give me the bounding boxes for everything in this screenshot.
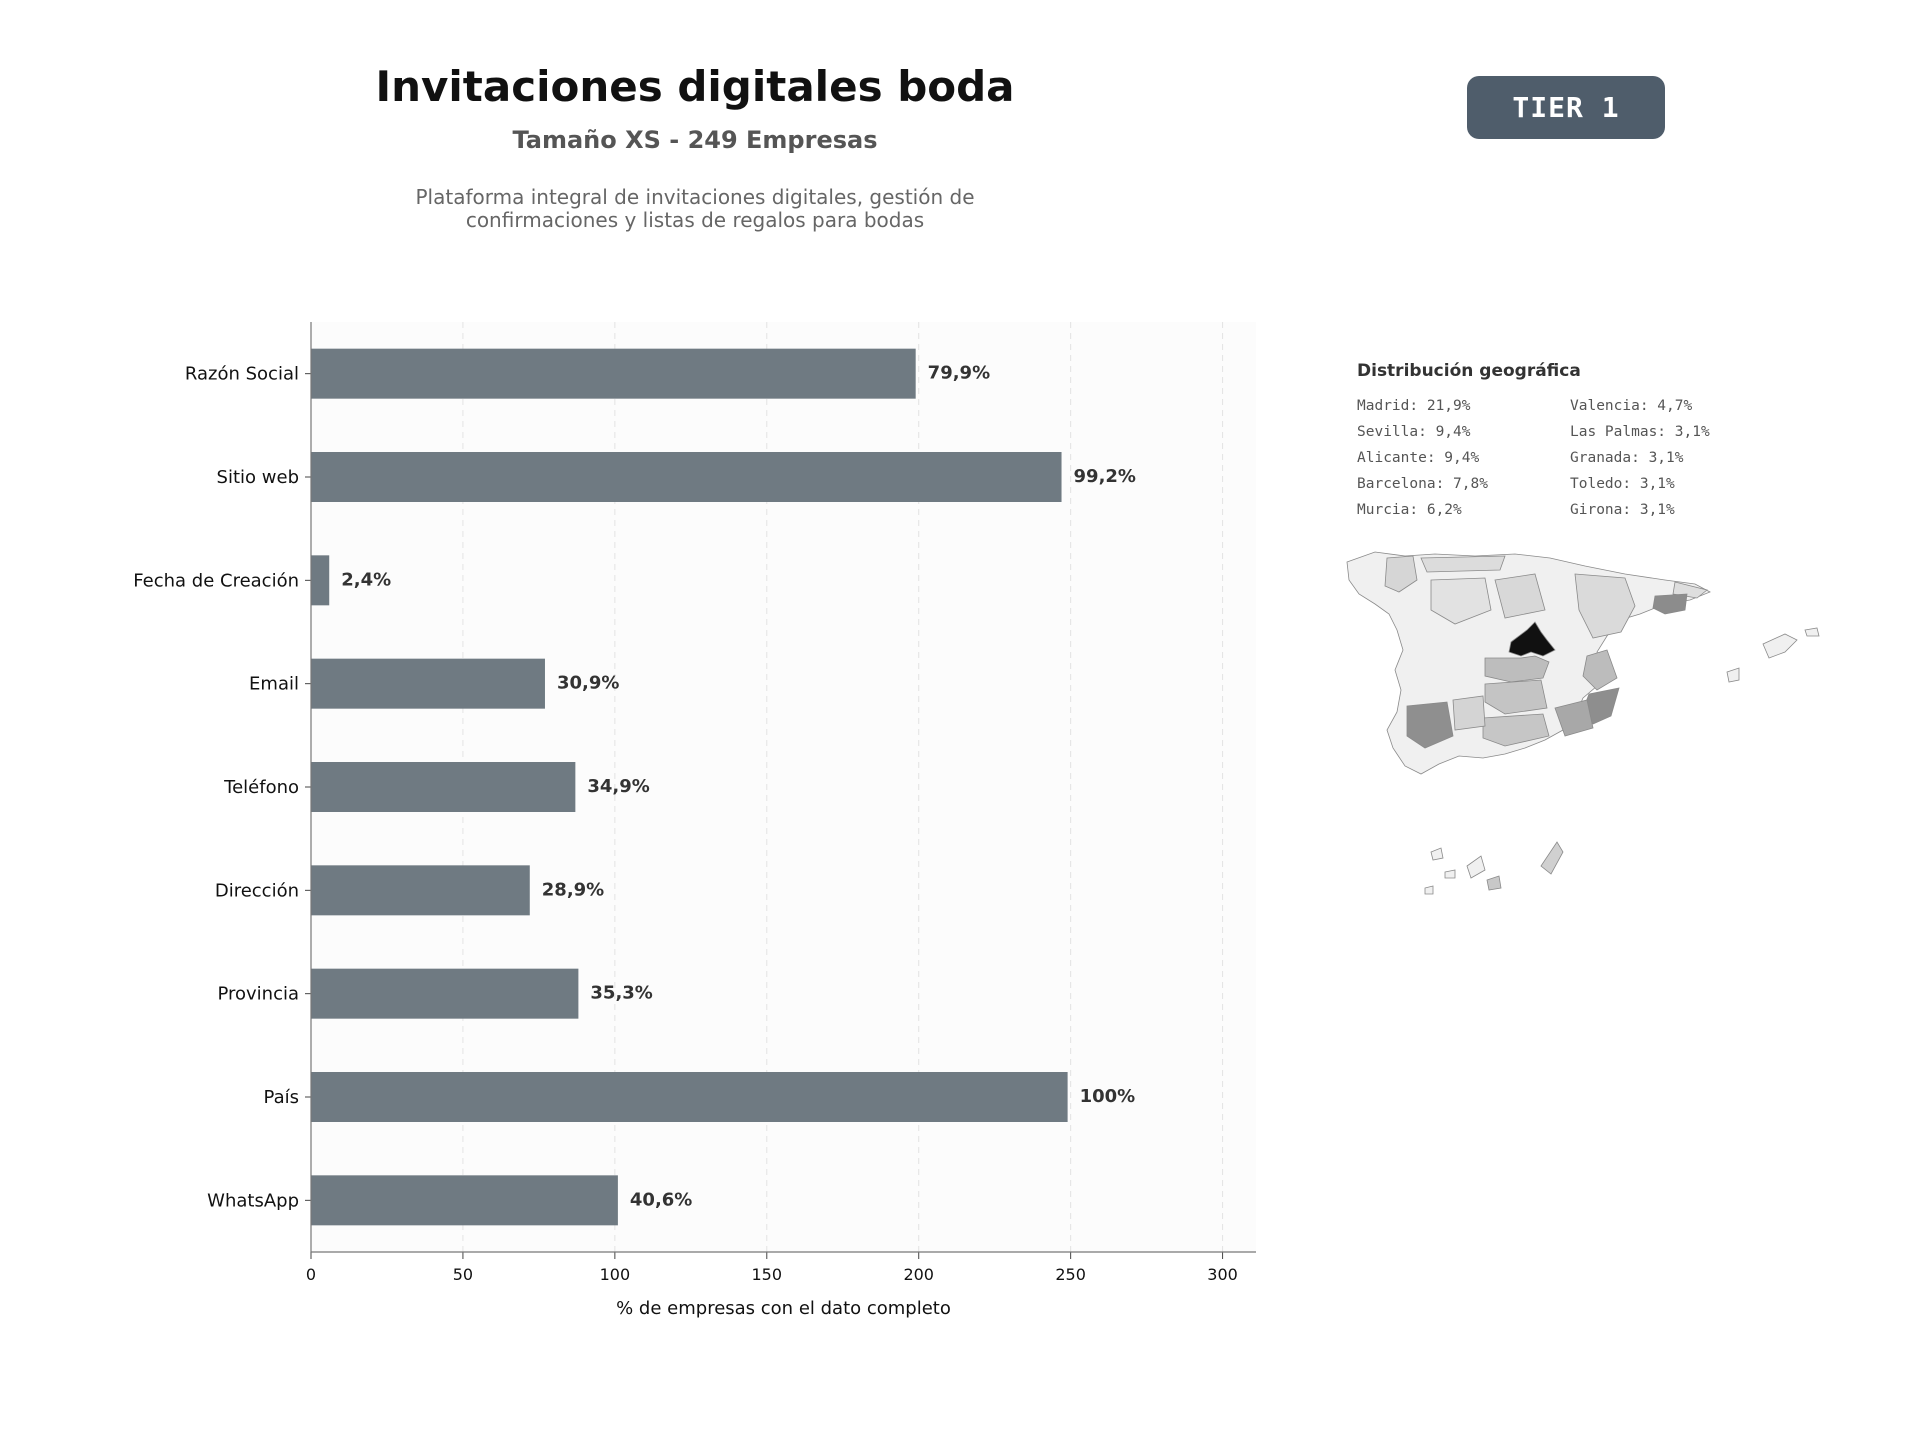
category-label: Dirección bbox=[215, 880, 299, 901]
map-balearic-mallorca bbox=[1762, 633, 1798, 659]
category-label: Provincia bbox=[217, 984, 299, 1005]
bar bbox=[311, 1175, 618, 1226]
map-region-toledo bbox=[1484, 655, 1550, 683]
category-label: Fecha de Creación bbox=[133, 570, 299, 591]
bar bbox=[311, 762, 576, 812]
page-title: Invitaciones digitales boda bbox=[375, 62, 1015, 111]
geo-list: Madrid: 21,9% Valencia: 4,7% Sevilla: 9,… bbox=[1357, 397, 1757, 519]
data-label: 100% bbox=[1080, 1086, 1136, 1107]
bar bbox=[311, 348, 916, 399]
bar bbox=[311, 865, 530, 916]
map-region-cyl-2 bbox=[1494, 573, 1546, 619]
map-balearic-ibiza bbox=[1726, 667, 1740, 683]
bar bbox=[311, 555, 330, 606]
map-canary-4 bbox=[1540, 841, 1564, 875]
geo-title: Distribución geográfica bbox=[1357, 361, 1581, 381]
map-region-sevilla bbox=[1406, 701, 1454, 749]
geo-item: Murcia: 6,2% bbox=[1357, 502, 1462, 518]
map-region-barcelona bbox=[1652, 593, 1688, 615]
spain-map bbox=[1346, 551, 1820, 895]
map-region-granada bbox=[1482, 713, 1550, 747]
geo-item: Valencia: 4,7% bbox=[1570, 398, 1693, 414]
category-label: Sitio web bbox=[217, 467, 299, 488]
x-tick-label: 100 bbox=[600, 1265, 631, 1284]
map-region-ciudad-real bbox=[1484, 679, 1548, 715]
geo-item: Las Palmas: 3,1% bbox=[1570, 424, 1710, 440]
category-label: País bbox=[264, 1087, 299, 1108]
map-region-north bbox=[1420, 555, 1506, 573]
data-label: 40,6% bbox=[630, 1189, 692, 1210]
x-tick-label: 200 bbox=[903, 1265, 934, 1284]
data-label: 99,2% bbox=[1074, 466, 1136, 487]
geo-item: Madrid: 21,9% bbox=[1357, 398, 1471, 414]
category-label: WhatsApp bbox=[207, 1190, 299, 1211]
geo-item: Sevilla: 9,4% bbox=[1357, 424, 1471, 440]
x-axis-label: % de empresas con el dato completo bbox=[616, 1298, 951, 1319]
bar bbox=[311, 1072, 1068, 1122]
geo-item: Alicante: 9,4% bbox=[1357, 450, 1480, 466]
map-region-cyl-1 bbox=[1430, 577, 1492, 625]
tier-badge: TIER 1 bbox=[1467, 76, 1665, 139]
map-region-murcia bbox=[1554, 699, 1594, 737]
data-label: 30,9% bbox=[557, 673, 619, 694]
data-label: 34,9% bbox=[587, 776, 649, 797]
page-description: Plataforma integral de invitaciones digi… bbox=[415, 185, 975, 232]
page-subtitle: Tamaño XS - 249 Empresas bbox=[512, 126, 878, 154]
category-label: Razón Social bbox=[185, 364, 299, 385]
category-label: Email bbox=[249, 674, 299, 695]
data-label: 35,3% bbox=[590, 983, 652, 1004]
map-canary-5 bbox=[1424, 885, 1434, 895]
map-region-aragon bbox=[1574, 573, 1636, 639]
x-tick-label: 0 bbox=[306, 1265, 316, 1284]
map-region-madrid bbox=[1508, 621, 1556, 657]
map-canary-1 bbox=[1430, 847, 1444, 861]
x-tick-label: 250 bbox=[1055, 1265, 1086, 1284]
map-balearic-menorca bbox=[1804, 627, 1820, 637]
data-label: 79,9% bbox=[928, 363, 990, 384]
x-tick-label: 300 bbox=[1207, 1265, 1238, 1284]
bar bbox=[311, 452, 1062, 502]
category-label: Teléfono bbox=[223, 777, 299, 798]
geo-item: Granada: 3,1% bbox=[1570, 450, 1684, 466]
x-tick-label: 50 bbox=[453, 1265, 473, 1284]
geo-item: Barcelona: 7,8% bbox=[1357, 476, 1488, 492]
bar bbox=[311, 968, 579, 1019]
geo-item: Toledo: 3,1% bbox=[1570, 476, 1675, 492]
map-canary-3 bbox=[1466, 855, 1486, 879]
map-region-valencia bbox=[1582, 649, 1618, 691]
bar bbox=[311, 658, 545, 709]
map-canary-las-palmas bbox=[1486, 875, 1502, 891]
map-region-galicia bbox=[1384, 555, 1418, 593]
x-tick-label: 150 bbox=[752, 1265, 783, 1284]
map-region-cordoba bbox=[1452, 695, 1486, 731]
geo-item: Girona: 3,1% bbox=[1570, 502, 1675, 518]
data-label: 28,9% bbox=[542, 879, 604, 900]
map-canary-2 bbox=[1444, 869, 1456, 879]
data-label: 2,4% bbox=[341, 569, 391, 590]
